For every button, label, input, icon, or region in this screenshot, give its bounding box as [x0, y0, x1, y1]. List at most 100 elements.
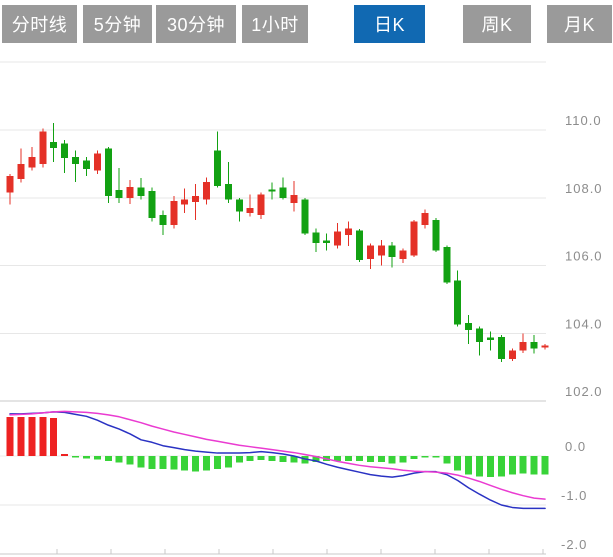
macd-histogram-bar: [148, 456, 156, 470]
price-axis-label: 110.0: [565, 113, 602, 128]
price-axis-label: 106.0: [565, 249, 603, 264]
macd-histogram-bar: [159, 456, 167, 470]
timeframe-tabbar: 分时线 5分钟 30分钟 1小时 日K 周K 月K: [0, 0, 613, 46]
macd-axis-label: -2.0: [561, 537, 587, 552]
macd-histogram-bar: [508, 456, 516, 475]
candle-body: [279, 187, 287, 198]
macd-histogram-bar: [39, 416, 47, 456]
candle-body: [93, 153, 101, 171]
macd-histogram-bar: [104, 456, 112, 461]
candle-body: [345, 228, 353, 236]
macd-histogram-bar: [410, 456, 418, 459]
candle-body: [377, 245, 385, 256]
tab-1hour[interactable]: 1小时: [242, 5, 308, 43]
macd-axis-label: 0.0: [565, 439, 586, 454]
candle-body: [224, 184, 232, 200]
macd-histogram-bar: [213, 456, 221, 470]
candle-body: [432, 219, 440, 251]
macd-histogram-bar: [366, 456, 374, 462]
candle-body: [541, 345, 549, 348]
candle-body: [50, 141, 58, 148]
candle-body: [454, 280, 462, 325]
price-axis-label: 104.0: [565, 316, 603, 331]
candle-body: [443, 246, 451, 283]
candle-body: [366, 245, 374, 259]
candle-body: [104, 148, 112, 197]
macd-histogram-bar: [246, 456, 254, 461]
candle-body: [6, 175, 14, 193]
candle-body: [486, 337, 494, 341]
macd-histogram-bar: [137, 456, 145, 468]
macd-histogram-bar: [377, 456, 385, 462]
candle-body: [115, 190, 123, 198]
macd-histogram: [6, 416, 549, 478]
candle-body: [181, 199, 189, 205]
candle-body: [170, 201, 178, 225]
macd-dea-line: [9, 410, 546, 500]
macd-histogram-bar: [519, 456, 527, 474]
macd-histogram-bar: [28, 416, 36, 456]
candle-body: [39, 131, 47, 164]
macd-histogram-bar: [388, 456, 396, 464]
macd-histogram-bar: [17, 416, 25, 456]
macd-histogram-bar: [454, 456, 462, 471]
macd-histogram-bar: [399, 456, 407, 463]
candle-body: [192, 196, 200, 202]
candle-body: [17, 163, 25, 180]
grid-lines: [0, 61, 546, 506]
macd-histogram-bar: [279, 456, 287, 462]
tab-daily-k[interactable]: 日K: [354, 5, 425, 43]
macd-histogram-bar: [355, 456, 363, 461]
candle-body: [126, 186, 134, 198]
candle-body: [28, 157, 36, 168]
macd-histogram-bar: [465, 456, 473, 475]
y-axis-labels: 110.0 108.0 106.0 104.0 102.0 0.0 -1.0 -2.0: [561, 113, 603, 552]
tab-5min[interactable]: 5分钟: [83, 5, 152, 43]
macd-histogram-bar: [115, 456, 123, 463]
candle-body: [203, 181, 211, 200]
candle-body: [301, 199, 309, 234]
macd-histogram-bar: [93, 456, 101, 460]
macd-histogram-bar: [203, 456, 211, 471]
tab-weekly-k[interactable]: 周K: [463, 5, 531, 43]
candle-body: [497, 336, 505, 359]
macd-histogram-bar: [443, 456, 451, 464]
macd-histogram-bar: [268, 456, 276, 461]
candle-body: [312, 232, 320, 243]
macd-histogram-bar: [224, 456, 232, 468]
candle-body: [530, 341, 538, 349]
macd-histogram-bar: [82, 456, 90, 459]
candle-body: [268, 189, 276, 192]
tab-timeline[interactable]: 分时线: [2, 5, 77, 43]
macd-histogram-bar: [6, 416, 14, 456]
macd-axis-label: -1.0: [561, 488, 587, 503]
candle-body: [399, 250, 407, 259]
candle-body: [410, 221, 418, 256]
macd-histogram-bar: [72, 456, 80, 458]
candle-body: [465, 323, 473, 331]
macd-histogram-bar: [290, 456, 298, 463]
tab-30min[interactable]: 30分钟: [156, 5, 236, 43]
candle-body: [257, 194, 265, 215]
candle-body: [213, 150, 221, 186]
macd-histogram-bar: [50, 417, 58, 456]
candle-body: [159, 214, 167, 225]
candle-body: [290, 195, 298, 203]
macd-histogram-bar: [486, 456, 494, 478]
candle-body: [82, 160, 90, 169]
candle-body: [421, 213, 429, 225]
tab-monthly-k[interactable]: 月K: [547, 5, 612, 43]
macd-histogram-bar: [192, 456, 200, 472]
candle-body: [246, 207, 254, 214]
price-candles: [6, 123, 549, 363]
candle-body: [235, 199, 243, 212]
candle-body: [388, 245, 396, 258]
candle-body: [137, 187, 145, 196]
macd-histogram-bar: [235, 456, 243, 463]
candle-body: [323, 240, 331, 244]
macd-histogram-bar: [181, 456, 189, 471]
macd-histogram-bar: [61, 454, 69, 456]
macd-dif-line: [9, 411, 546, 510]
candle-body: [148, 191, 156, 219]
